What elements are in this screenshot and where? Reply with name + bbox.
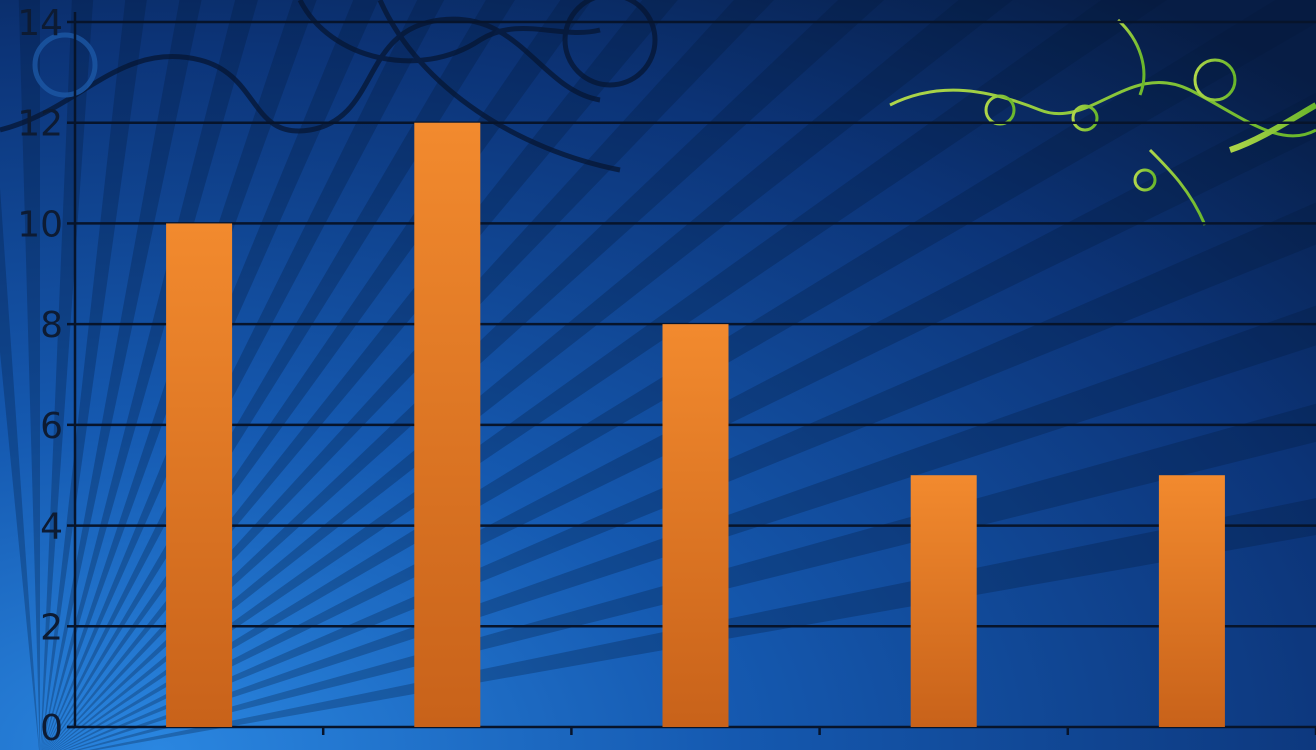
background-ray [0,187,40,750]
y-tick-label: 14 [17,3,63,44]
background-ray [18,0,40,750]
y-tick-label: 10 [17,204,63,245]
y-tick-label: 6 [40,406,63,447]
bar [166,223,233,727]
y-tick-label: 8 [40,305,63,346]
background-ray [42,0,258,750]
background-ray [41,0,147,750]
y-tick-label: 0 [40,708,63,749]
bar [414,122,481,727]
y-tick-label: 2 [40,607,63,648]
y-tick-label: 4 [40,507,63,548]
bar [910,475,977,727]
background-ray [40,0,94,750]
background-ray [44,0,445,750]
background-ray [45,0,515,750]
bars [166,122,1225,727]
decorative-swirl-dark [0,0,658,173]
background-ray [75,403,1316,750]
y-axis-ticks: 0 2 4 6 8 10 12 14 [17,3,75,749]
background-ray [53,0,1167,750]
bar [1158,475,1225,727]
background-ray [52,0,1013,750]
y-tick-label: 12 [17,104,63,145]
background-ray [59,92,1316,750]
bar [662,324,729,727]
background-ray [41,0,202,750]
